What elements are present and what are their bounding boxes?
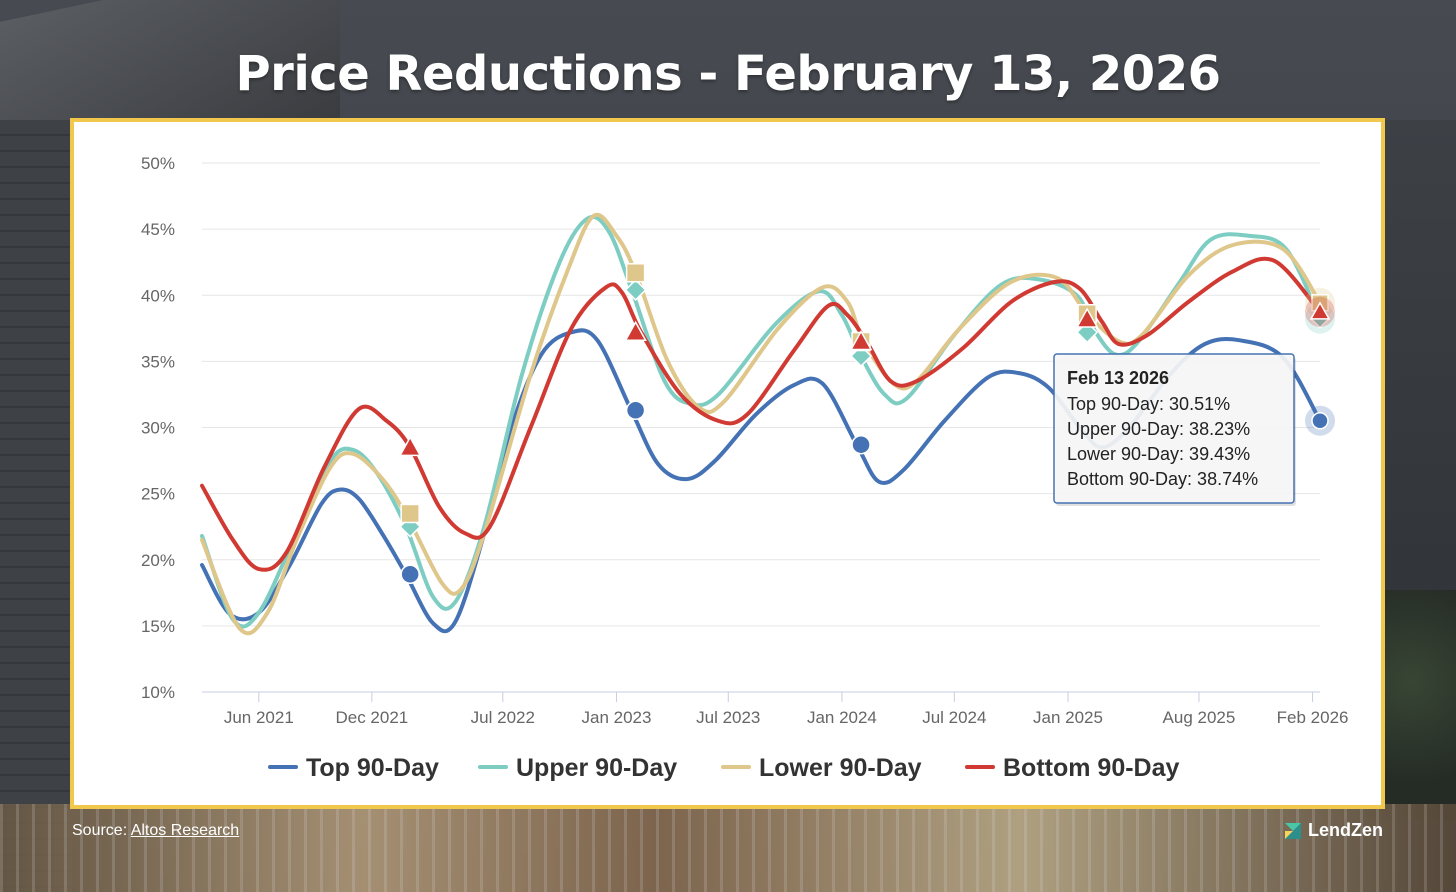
data-point-top-90-day: [851, 434, 871, 455]
y-tick-label: 40%: [141, 286, 175, 305]
tooltip-line: Lower 90-Day: 39.43%: [1067, 444, 1250, 464]
data-point-top-90-day: [625, 400, 646, 421]
page-title: Price Reductions - February 13, 2026: [235, 46, 1221, 102]
legend-label: Bottom 90-Day: [1003, 754, 1180, 782]
source-credit: Source: Altos Research: [72, 822, 239, 840]
tooltip-line: Upper 90-Day: 38.23%: [1067, 419, 1250, 439]
y-tick-label: 15%: [141, 617, 175, 636]
line-chart[interactable]: 10% 15% 20% 25% 30% 35% 40% 45% 50% Jun 2021 Dec 2…: [74, 122, 1381, 805]
tooltip-box: [1053, 353, 1295, 504]
tooltip-line: Top 90-Day: 30.51%: [1067, 394, 1230, 414]
data-point-top-90-day: [1311, 412, 1329, 430]
data-point-bottom-90-day: [1075, 307, 1099, 328]
y-tick-label: 35%: [141, 352, 175, 371]
y-tick-label: 45%: [141, 220, 175, 239]
brand-logo: LendZen: [1284, 820, 1383, 841]
data-point-lower-90-day: [625, 263, 646, 283]
legend-label: Upper 90-Day: [516, 754, 677, 782]
x-tick-label: Jan 2024: [807, 708, 877, 727]
data-point-top-90-day: [400, 564, 420, 585]
y-tick-label: 10%: [141, 683, 175, 702]
data-point-bottom-90-day: [849, 329, 873, 351]
background-houses: [0, 804, 1456, 892]
x-tick-label: Jul 2023: [696, 708, 760, 727]
x-tick-label: Jan 2025: [1033, 708, 1103, 727]
x-tick-label: Dec 2021: [335, 708, 408, 727]
tooltip-line: Bottom 90-Day: 38.74%: [1067, 469, 1258, 489]
y-tick-label: 25%: [141, 485, 175, 504]
y-tick-label: 30%: [141, 419, 175, 438]
y-tick-label: 50%: [141, 154, 175, 173]
data-point-bottom-90-day: [1309, 301, 1331, 320]
chart-panel: 10% 15% 20% 25% 30% 35% 40% 45% 50% Jun 2021 Dec 2…: [70, 118, 1385, 809]
source-prefix: Source:: [72, 822, 131, 839]
x-tick-label: Feb 2026: [1277, 708, 1349, 727]
legend-label: Lower 90-Day: [759, 754, 922, 782]
brand-name: LendZen: [1308, 820, 1383, 840]
data-point-bottom-90-day: [398, 435, 422, 457]
series-line-bottom-90-day: [200, 256, 1322, 572]
x-tick-label: Jul 2022: [471, 708, 535, 727]
y-tick-label: 20%: [141, 551, 175, 570]
x-tick-label: Jan 2023: [581, 708, 651, 727]
x-tick-label: Jul 2024: [922, 708, 986, 727]
background-siding: [0, 120, 72, 892]
x-tick-label: Aug 2025: [1163, 708, 1236, 727]
x-tick-label: Jun 2021: [224, 708, 294, 727]
data-point-upper-90-day: [624, 278, 647, 302]
data-point-bottom-90-day: [624, 320, 647, 342]
tooltip-title: Feb 13 2026: [1067, 368, 1169, 388]
source-link[interactable]: Altos Research: [130, 822, 240, 839]
legend-label: Top 90-Day: [306, 754, 439, 782]
data-point-lower-90-day: [400, 503, 420, 524]
lendzen-logo-icon: [1285, 822, 1301, 839]
